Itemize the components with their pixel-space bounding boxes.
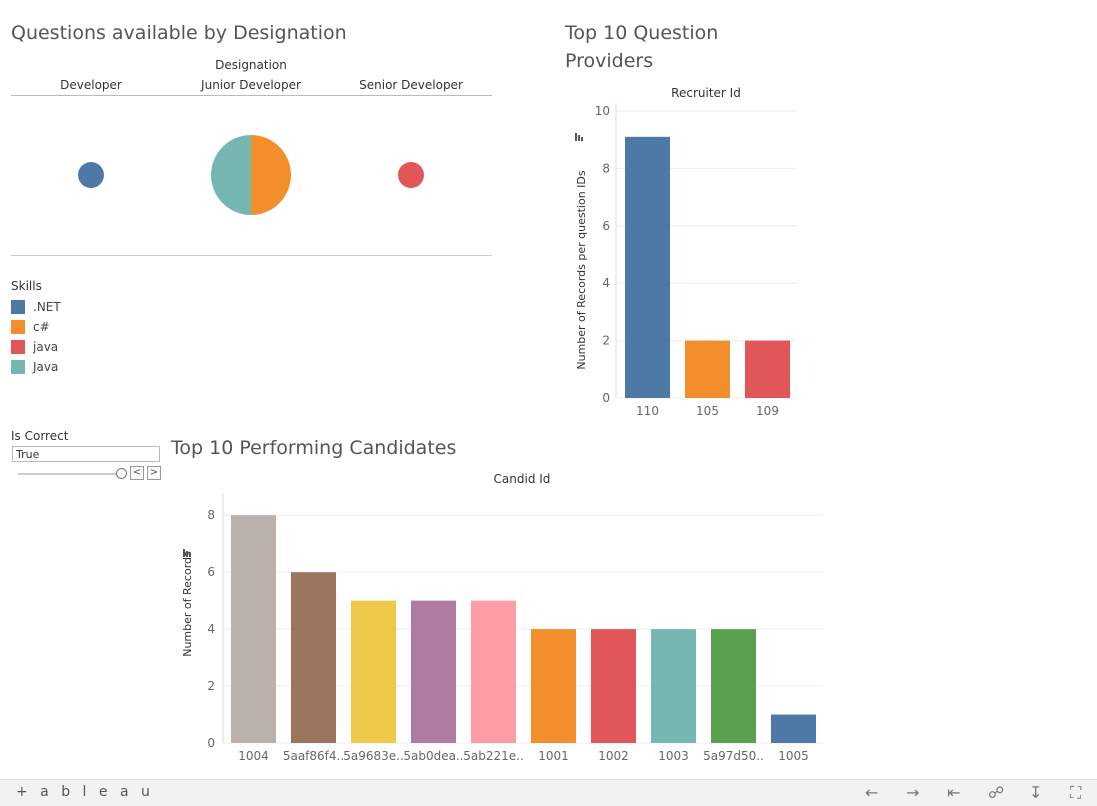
x-tick-label: 5aaf86f4.. bbox=[283, 749, 344, 763]
pie-slice[interactable] bbox=[251, 135, 291, 215]
legend-swatch bbox=[11, 340, 25, 354]
designation-category-label: Junior Developer bbox=[200, 78, 301, 92]
download-icon[interactable]: ↧ bbox=[1029, 783, 1043, 802]
providers-chart-title-line1: Top 10 Question bbox=[565, 22, 719, 44]
legend-item[interactable]: .NET bbox=[11, 297, 61, 317]
filter-prev-button[interactable]: < bbox=[130, 466, 144, 480]
bar[interactable] bbox=[651, 629, 696, 743]
x-tick-label: 1003 bbox=[658, 749, 689, 763]
fullscreen-icon[interactable]: ⛶ bbox=[1070, 783, 1082, 802]
candidates-y-axis-title: Number of Records bbox=[181, 551, 194, 657]
filter-slider-knob[interactable] bbox=[116, 468, 127, 479]
bar[interactable] bbox=[471, 600, 516, 743]
bar[interactable] bbox=[745, 340, 790, 398]
legend-title: Skills bbox=[11, 279, 42, 293]
candidates-sort-icon[interactable] bbox=[183, 549, 191, 557]
redo-icon[interactable]: → bbox=[906, 783, 920, 802]
designation-chart-title: Questions available by Designation bbox=[11, 22, 347, 44]
y-tick-label: 0 bbox=[602, 391, 610, 405]
legend-swatch bbox=[11, 360, 25, 374]
x-tick-label: 5a9683e.. bbox=[343, 749, 404, 763]
legend-label: .NET bbox=[33, 300, 61, 314]
bar[interactable] bbox=[351, 600, 396, 743]
designation-header: Designation bbox=[215, 58, 287, 72]
pie-slice[interactable] bbox=[211, 135, 251, 215]
bar[interactable] bbox=[291, 572, 336, 743]
candid-id-header: Candid Id bbox=[494, 472, 551, 486]
y-tick-label: 10 bbox=[595, 104, 610, 118]
bar[interactable] bbox=[625, 136, 670, 398]
x-tick-label: 1005 bbox=[778, 749, 809, 763]
bar[interactable] bbox=[411, 600, 456, 743]
tableau-logo[interactable]: + a b l e a u bbox=[16, 784, 154, 800]
y-tick-label: 6 bbox=[602, 219, 610, 233]
filter-next-button[interactable]: > bbox=[147, 466, 161, 480]
legend-label: java bbox=[33, 340, 59, 354]
legend-item[interactable]: java bbox=[11, 337, 61, 357]
y-tick-label: 6 bbox=[207, 565, 215, 579]
tableau-footer: + a b l e a u ← → ⇤ ☍ ↧ ⛶ bbox=[0, 779, 1097, 806]
x-tick-label: 110 bbox=[636, 404, 659, 418]
skills-legend: Skills .NET c# java Java bbox=[11, 279, 61, 377]
providers-sort-icon[interactable] bbox=[575, 133, 583, 141]
y-tick-label: 4 bbox=[602, 276, 610, 290]
designation-pie-chart[interactable]: Designation Developer Junior Developer Sen… bbox=[0, 52, 500, 262]
pie-slice[interactable] bbox=[398, 162, 424, 188]
legend-item[interactable]: Java bbox=[11, 357, 61, 377]
bar[interactable] bbox=[685, 340, 730, 398]
pie-slice[interactable] bbox=[78, 162, 104, 188]
is-correct-filter-dropdown[interactable]: True bbox=[12, 446, 160, 462]
bar[interactable] bbox=[231, 515, 276, 743]
x-tick-label: 105 bbox=[696, 404, 719, 418]
x-tick-label: 1002 bbox=[598, 749, 629, 763]
y-tick-label: 0 bbox=[207, 736, 215, 750]
recruiter-id-header: Recruiter Id bbox=[671, 86, 741, 100]
y-tick-label: 8 bbox=[207, 508, 215, 522]
x-tick-label: 1004 bbox=[238, 749, 269, 763]
filter-slider-track[interactable] bbox=[18, 473, 122, 475]
legend-swatch bbox=[11, 320, 25, 334]
providers-bar-chart[interactable]: Recruiter Id 0 2 4 6 8 10 110 105 109 Number of… bbox=[560, 80, 810, 425]
bar[interactable] bbox=[771, 714, 816, 743]
providers-chart-title-line2: Providers bbox=[565, 50, 654, 72]
share-icon[interactable]: ☍ bbox=[988, 783, 1005, 802]
legend-label: Java bbox=[33, 360, 59, 374]
x-tick-label: 5a97d50.. bbox=[703, 749, 764, 763]
y-tick-label: 2 bbox=[207, 679, 215, 693]
candidates-chart-title: Top 10 Performing Candidates bbox=[171, 437, 457, 459]
legend-swatch bbox=[11, 300, 25, 314]
y-tick-label: 2 bbox=[602, 334, 610, 348]
bar[interactable] bbox=[711, 629, 756, 743]
filter-value: True bbox=[16, 448, 40, 461]
designation-category-label: Developer bbox=[60, 78, 122, 92]
bar[interactable] bbox=[531, 629, 576, 743]
x-tick-label: 5ab221e.. bbox=[463, 749, 524, 763]
y-tick-label: 8 bbox=[602, 161, 610, 175]
revert-icon[interactable]: ⇤ bbox=[947, 783, 961, 802]
undo-icon[interactable]: ← bbox=[865, 783, 879, 802]
x-tick-label: 109 bbox=[756, 404, 779, 418]
legend-label: c# bbox=[33, 320, 50, 334]
x-tick-label: 5ab0dea.. bbox=[403, 749, 463, 763]
designation-category-label: Senior Developer bbox=[359, 78, 463, 92]
x-tick-label: 1001 bbox=[538, 749, 569, 763]
providers-y-axis-title: Number of Records per question IDs bbox=[575, 170, 588, 370]
filter-label: Is Correct bbox=[11, 429, 69, 443]
bar[interactable] bbox=[591, 629, 636, 743]
legend-item[interactable]: c# bbox=[11, 317, 61, 337]
y-tick-label: 4 bbox=[207, 622, 215, 636]
